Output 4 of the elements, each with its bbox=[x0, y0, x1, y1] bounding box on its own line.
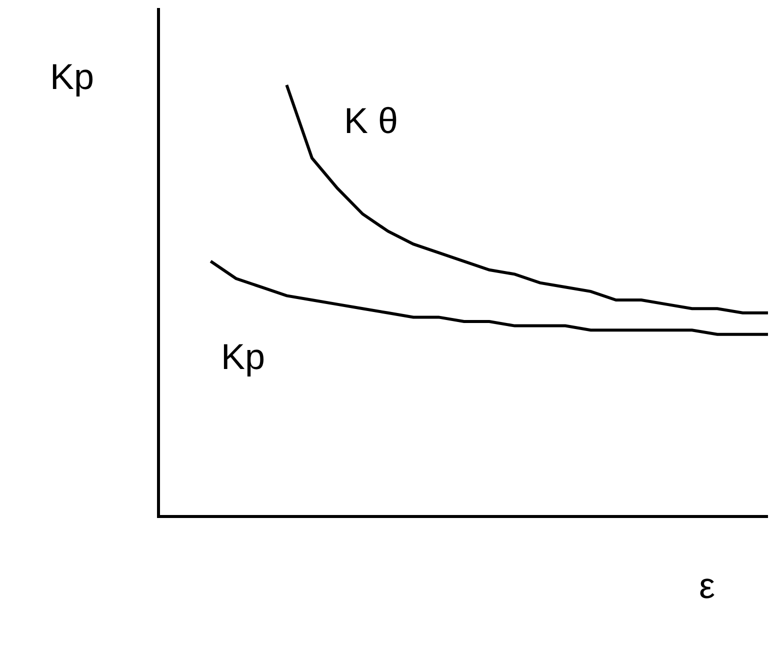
y-axis-title: Kp bbox=[50, 56, 94, 97]
x-axis-title: ε bbox=[699, 565, 716, 606]
series-label: Kp bbox=[221, 336, 266, 377]
series-label: K θ bbox=[344, 100, 398, 141]
